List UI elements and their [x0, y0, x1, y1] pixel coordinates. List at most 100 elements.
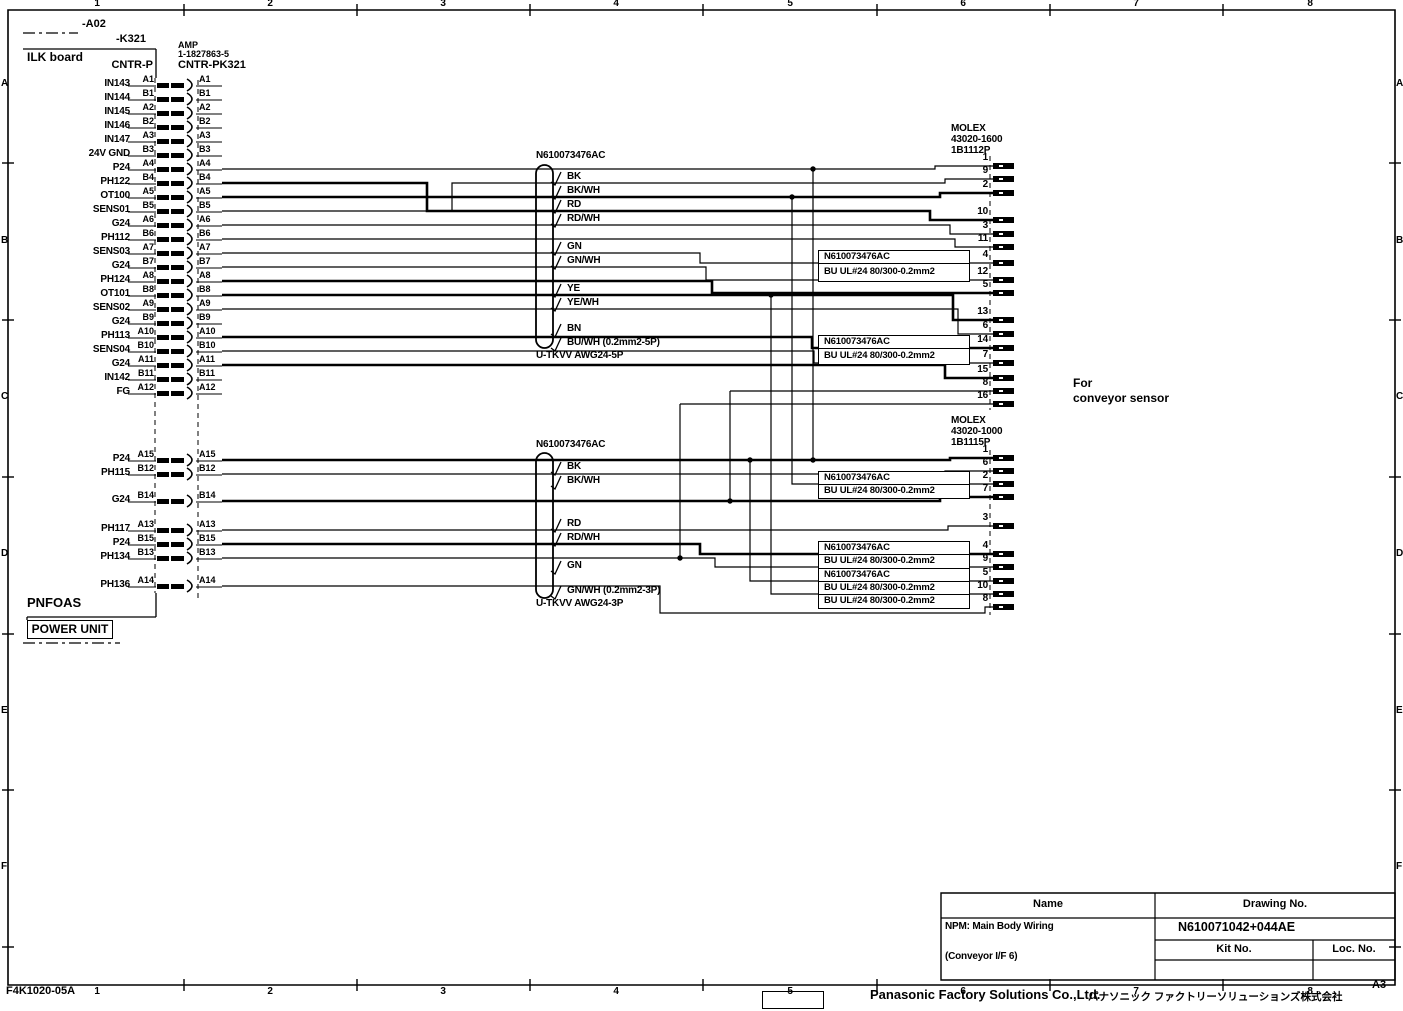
titleblock-kit-header: Kit No.: [1216, 943, 1252, 955]
pin-number: 1: [982, 444, 989, 455]
pin-arc: [186, 372, 193, 386]
grid-col-bottom-5: 5: [787, 986, 793, 997]
titleblock-drawing-header: Drawing No.: [1242, 898, 1308, 910]
pin-label-right: A14: [199, 575, 216, 585]
grid-col-top-4: 4: [613, 0, 619, 9]
signal-label: OT100: [100, 190, 130, 201]
sheet-border: [7, 9, 1396, 986]
pin-label-right: A3: [199, 130, 211, 140]
grid-row-left-E: E: [1, 705, 8, 716]
grid-row-left-D: D: [1, 548, 9, 559]
pin-label-right: B10: [199, 340, 216, 350]
pin-arc: [186, 134, 193, 148]
pin-label-left: B12: [137, 463, 154, 473]
wire-tick: [550, 213, 562, 229]
pin-arc: [186, 494, 193, 508]
pin-number: 5: [982, 567, 989, 578]
pin-number: 4: [982, 249, 989, 260]
signal-label: IN146: [104, 120, 130, 131]
pin-number: 5: [982, 279, 989, 290]
wire-color-label: GN/WH: [567, 255, 601, 266]
single-wire-spec: BU UL#24 80/300-0.2mm2: [824, 555, 935, 566]
pin-number: 8: [982, 593, 989, 604]
wire-tick: [550, 518, 562, 534]
footer-company-en: Panasonic Factory Solutions Co.,Ltd.: [870, 987, 1101, 1002]
single-wire-label-group-2: N610073476AC BU UL#24 80/300-0.2mm2: [818, 335, 970, 365]
junction-dot: [727, 498, 733, 504]
pin-label-left: B8: [142, 284, 154, 294]
note-line2: conveyor sensor: [1073, 391, 1170, 405]
pin-label-right: B7: [199, 256, 211, 266]
pin-arc: [186, 330, 193, 344]
titleblock-drawing-no: N610071042+044AE: [1178, 920, 1296, 934]
titleblock-name-line2: (Conveyor I/F 6): [945, 951, 1018, 962]
pin-label-left: A3: [142, 130, 154, 140]
pin-arc: [186, 302, 193, 316]
note-line1: For: [1073, 376, 1093, 390]
pin-arc: [186, 148, 193, 162]
pin-arc: [186, 120, 193, 134]
pin-number: 7: [982, 349, 989, 360]
wire-color-label: BN: [567, 323, 582, 334]
signal-label: PH117: [100, 523, 130, 534]
pin-label-right: A2: [199, 102, 211, 112]
grid-col-bottom-2: 2: [267, 986, 273, 997]
pin-arc: [186, 162, 193, 176]
signal-label: P24: [112, 453, 130, 464]
amp-mfr-label: AMP: [178, 40, 198, 50]
grid-col-bottom-8: 8: [1307, 986, 1313, 997]
cable-shield-oval-lower: [535, 452, 554, 599]
pin-arc: [186, 260, 193, 274]
pin-label-right: B3: [199, 144, 211, 154]
pin-arc: [186, 204, 193, 218]
pin-label-left: A7: [142, 242, 154, 252]
pin-arc: [186, 176, 193, 190]
wire-tick: [550, 532, 562, 548]
pin-arc: [186, 386, 193, 400]
pin-label-right: A12: [199, 382, 216, 392]
wire-color-label: RD/WH: [567, 532, 600, 543]
pin-number: 2: [982, 179, 989, 190]
pin-arc: [186, 551, 193, 565]
pin-label-left: B5: [142, 200, 154, 210]
signal-label: SENS03: [92, 246, 130, 257]
pin-number: 15: [977, 364, 988, 375]
wire-tick: [550, 199, 562, 215]
single-wire-spec: BU UL#24 80/300-0.2mm2: [824, 266, 935, 277]
pin-number: 4: [982, 540, 989, 551]
pin-label-right: A5: [199, 186, 211, 196]
grid-col-bottom-4: 4: [613, 986, 619, 997]
cable-shield-oval-upper: [535, 164, 554, 349]
grid-row-right-D: D: [1396, 548, 1403, 559]
board-ref-a02: -A02: [82, 18, 106, 30]
pin-number: 2: [982, 470, 989, 481]
power-unit-box: POWER UNIT: [27, 620, 113, 639]
titleblock-name-header: Name: [1033, 898, 1063, 910]
wire-color-label: BK/WH: [567, 185, 600, 196]
signal-label: IN143: [104, 78, 130, 89]
pin-label-left: B3: [142, 144, 154, 154]
pin-number: 8: [982, 377, 989, 388]
signal-label: P24: [112, 537, 130, 548]
pin-arc: [186, 190, 193, 204]
single-wire-part: N610073476AC: [819, 542, 969, 555]
grid-row-left-B: B: [1, 235, 9, 246]
single-wire-spec: BU UL#24 80/300-0.2mm2: [824, 595, 935, 606]
pin-label-right: B12: [199, 463, 216, 473]
molex-upper-ref: 1B1112P: [951, 145, 991, 156]
single-wire-label-group-1: N610073476AC BU UL#24 80/300-0.2mm2: [818, 250, 970, 282]
signal-label: FG: [116, 386, 131, 397]
pin-label-right: A11: [199, 354, 216, 364]
pin-label-left: A2: [142, 102, 154, 112]
pin-number: 6: [982, 320, 989, 331]
wire-color-label: BK/WH: [567, 475, 600, 486]
pin-label-right: B15: [199, 533, 216, 543]
footer-empty-box: [762, 991, 824, 1009]
left-connector-label: CNTR-P: [111, 59, 153, 71]
pin-label-left: B1: [142, 88, 154, 98]
wire-tick: [550, 475, 562, 491]
pin-label-right: B9: [199, 312, 211, 322]
amp-ref-label: CNTR-PK321: [178, 59, 246, 71]
wire-color-label: RD: [567, 199, 582, 210]
grid-col-top-6: 6: [960, 0, 966, 9]
